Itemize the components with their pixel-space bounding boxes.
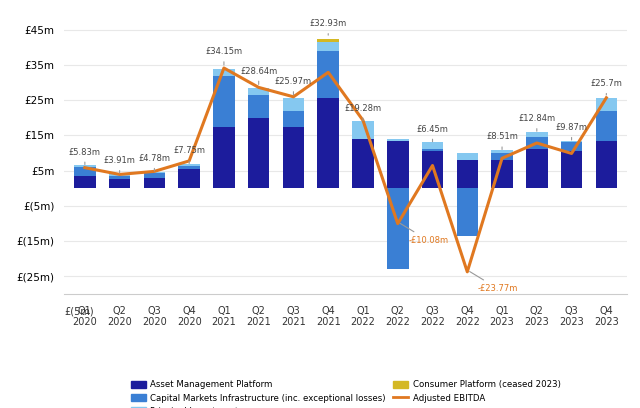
- Bar: [74, 165, 95, 167]
- Text: Q1: Q1: [217, 306, 231, 316]
- Text: 2021: 2021: [316, 317, 340, 327]
- Text: Q1: Q1: [356, 306, 370, 316]
- Text: Q4: Q4: [321, 306, 335, 316]
- Text: £8.51m: £8.51m: [486, 132, 518, 149]
- Text: Q1: Q1: [495, 306, 509, 316]
- Text: Q4: Q4: [460, 306, 474, 316]
- Bar: [283, 111, 304, 126]
- Text: £32.93m: £32.93m: [310, 19, 347, 35]
- Text: £7.75m: £7.75m: [173, 146, 205, 164]
- Text: £34.15m: £34.15m: [205, 47, 243, 65]
- Text: £9.87m: £9.87m: [556, 123, 588, 140]
- Bar: [561, 141, 582, 142]
- Text: £3.91m: £3.91m: [104, 156, 136, 173]
- Text: £28.64m: £28.64m: [240, 67, 277, 84]
- Text: Q2: Q2: [252, 306, 266, 316]
- Text: 2022: 2022: [351, 317, 376, 327]
- Bar: [143, 172, 165, 173]
- Text: £(5m): £(5m): [64, 306, 93, 316]
- Bar: [561, 142, 582, 151]
- Bar: [387, 141, 408, 188]
- Text: 2020: 2020: [72, 317, 97, 327]
- Bar: [109, 175, 131, 180]
- Text: Q4: Q4: [182, 306, 196, 316]
- Bar: [422, 151, 444, 188]
- Bar: [179, 166, 200, 169]
- Text: £25.7m: £25.7m: [591, 79, 622, 95]
- Text: Q4: Q4: [600, 306, 613, 316]
- Bar: [596, 141, 617, 188]
- Bar: [143, 177, 165, 188]
- Text: -£23.77m: -£23.77m: [470, 271, 518, 293]
- Text: £5.83m: £5.83m: [69, 148, 101, 164]
- Bar: [526, 137, 548, 149]
- Text: 2023: 2023: [559, 317, 584, 327]
- Bar: [456, 160, 478, 188]
- Bar: [213, 75, 235, 126]
- Bar: [456, 188, 478, 236]
- Legend: Asset Management Platform, Capital Markets Infrastructure (inc. exceptional loss: Asset Management Platform, Capital Marke…: [127, 377, 564, 408]
- Bar: [179, 169, 200, 188]
- Bar: [109, 174, 131, 175]
- Bar: [283, 126, 304, 188]
- Bar: [317, 39, 339, 42]
- Text: Q2: Q2: [391, 306, 404, 316]
- Bar: [422, 149, 444, 151]
- Bar: [456, 153, 478, 160]
- Text: Q3: Q3: [426, 306, 440, 316]
- Bar: [74, 167, 95, 176]
- Bar: [213, 126, 235, 188]
- Text: £6.45m: £6.45m: [417, 125, 449, 142]
- Text: 2023: 2023: [594, 317, 619, 327]
- Bar: [422, 142, 444, 149]
- Text: 2022: 2022: [420, 317, 445, 327]
- Bar: [492, 150, 513, 153]
- Bar: [352, 139, 374, 188]
- Text: 2020: 2020: [177, 317, 202, 327]
- Bar: [526, 149, 548, 188]
- Bar: [317, 98, 339, 188]
- Bar: [109, 180, 131, 188]
- Text: Q2: Q2: [530, 306, 544, 316]
- Bar: [352, 121, 374, 139]
- Text: 2020: 2020: [108, 317, 132, 327]
- Text: £4.78m: £4.78m: [138, 154, 170, 171]
- Text: 2022: 2022: [385, 317, 410, 327]
- Bar: [143, 173, 165, 177]
- Text: 2023: 2023: [490, 317, 515, 327]
- Bar: [283, 98, 304, 111]
- Bar: [248, 95, 269, 118]
- Bar: [492, 160, 513, 188]
- Bar: [561, 151, 582, 188]
- Text: Q2: Q2: [113, 306, 127, 316]
- Bar: [526, 132, 548, 137]
- Bar: [179, 164, 200, 166]
- Bar: [317, 42, 339, 51]
- Text: Q3: Q3: [147, 306, 161, 316]
- Text: Q3: Q3: [564, 306, 579, 316]
- Bar: [248, 88, 269, 95]
- Text: -£10.08m: -£10.08m: [400, 223, 448, 245]
- Text: Q3: Q3: [287, 306, 300, 316]
- Text: Q1: Q1: [78, 306, 92, 316]
- Bar: [74, 176, 95, 188]
- Text: £25.97m: £25.97m: [275, 77, 312, 95]
- Bar: [596, 98, 617, 111]
- Bar: [492, 153, 513, 160]
- Bar: [596, 111, 617, 141]
- Bar: [317, 51, 339, 98]
- Text: 2022: 2022: [455, 317, 480, 327]
- Text: 2021: 2021: [212, 317, 236, 327]
- Bar: [387, 139, 408, 141]
- Text: 2020: 2020: [142, 317, 167, 327]
- Text: 2021: 2021: [281, 317, 306, 327]
- Text: 2023: 2023: [524, 317, 549, 327]
- Text: £19.28m: £19.28m: [344, 104, 381, 121]
- Bar: [248, 118, 269, 188]
- Text: £12.84m: £12.84m: [518, 114, 556, 131]
- Bar: [213, 69, 235, 75]
- Bar: [387, 188, 408, 269]
- Text: 2021: 2021: [246, 317, 271, 327]
